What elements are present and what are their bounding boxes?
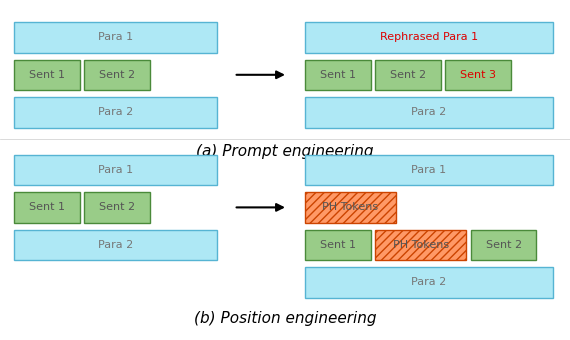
Text: Para 2: Para 2 bbox=[412, 107, 446, 117]
FancyBboxPatch shape bbox=[305, 97, 553, 128]
Text: (b) Position engineering: (b) Position engineering bbox=[194, 311, 376, 326]
Text: Sent 2: Sent 2 bbox=[99, 202, 135, 212]
FancyBboxPatch shape bbox=[14, 192, 80, 223]
FancyBboxPatch shape bbox=[14, 155, 217, 185]
FancyBboxPatch shape bbox=[305, 267, 553, 298]
Text: Sent 1: Sent 1 bbox=[320, 70, 356, 80]
FancyBboxPatch shape bbox=[14, 22, 217, 53]
Text: Sent 3: Sent 3 bbox=[460, 70, 496, 80]
Text: PH Tokens: PH Tokens bbox=[323, 202, 378, 212]
Text: Para 2: Para 2 bbox=[98, 240, 133, 250]
FancyBboxPatch shape bbox=[305, 155, 553, 185]
Text: Sent 2: Sent 2 bbox=[390, 70, 426, 80]
FancyBboxPatch shape bbox=[445, 59, 511, 90]
Text: Sent 1: Sent 1 bbox=[29, 70, 65, 80]
Text: Para 1: Para 1 bbox=[98, 32, 133, 42]
Text: (a) Prompt engineering: (a) Prompt engineering bbox=[196, 144, 374, 159]
Text: Sent 1: Sent 1 bbox=[320, 240, 356, 250]
FancyBboxPatch shape bbox=[84, 192, 150, 223]
FancyBboxPatch shape bbox=[305, 59, 371, 90]
Text: PH Tokens: PH Tokens bbox=[393, 240, 449, 250]
FancyBboxPatch shape bbox=[375, 230, 466, 260]
Text: Sent 1: Sent 1 bbox=[29, 202, 65, 212]
FancyBboxPatch shape bbox=[375, 59, 441, 90]
Text: Sent 2: Sent 2 bbox=[486, 240, 522, 250]
FancyBboxPatch shape bbox=[14, 59, 80, 90]
FancyBboxPatch shape bbox=[471, 230, 536, 260]
Text: Sent 2: Sent 2 bbox=[99, 70, 135, 80]
Text: Para 1: Para 1 bbox=[98, 165, 133, 175]
FancyBboxPatch shape bbox=[84, 59, 150, 90]
FancyBboxPatch shape bbox=[305, 230, 371, 260]
Text: Para 1: Para 1 bbox=[412, 165, 446, 175]
Text: Para 2: Para 2 bbox=[98, 107, 133, 117]
FancyBboxPatch shape bbox=[14, 97, 217, 128]
FancyBboxPatch shape bbox=[305, 22, 553, 53]
FancyBboxPatch shape bbox=[305, 192, 396, 223]
FancyBboxPatch shape bbox=[14, 230, 217, 260]
Text: Rephrased Para 1: Rephrased Para 1 bbox=[380, 32, 478, 42]
Text: Para 2: Para 2 bbox=[412, 277, 446, 287]
